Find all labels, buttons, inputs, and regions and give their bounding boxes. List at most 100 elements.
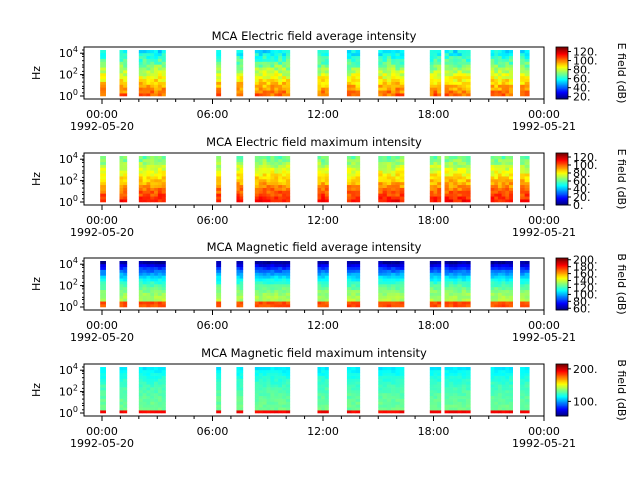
spectrogram-cell: [317, 161, 322, 165]
spectrogram-cell: [150, 170, 155, 174]
spectrogram-cell: [505, 81, 510, 85]
spectrogram-cell: [433, 292, 438, 296]
spectrogram-cell: [119, 193, 124, 197]
spectrogram-cell: [351, 176, 356, 180]
spectrogram-cell: [395, 298, 401, 302]
spectrogram-cell: [457, 70, 463, 74]
spectrogram-cell: [100, 87, 106, 91]
spectrogram-cell: [448, 266, 454, 270]
spectrogram-cell: [317, 90, 322, 94]
spectrogram-cell: [100, 67, 106, 71]
spectrogram-cell: [433, 156, 438, 160]
spectrogram-cell: [386, 278, 392, 282]
spectrogram-cell: [497, 369, 502, 374]
spectrogram-cell: [161, 367, 166, 371]
colorbar-cell: [556, 377, 568, 379]
spectrogram-cell: [466, 381, 471, 385]
spectrogram-cell: [395, 381, 401, 385]
spectrogram-cell: [161, 395, 166, 399]
spectrogram-cell: [123, 263, 128, 268]
spectrogram-cell: [321, 378, 326, 382]
colorbar-cell: [556, 154, 568, 156]
spectrogram-cell: [382, 167, 388, 171]
spectrogram-cell: [258, 398, 263, 402]
spectrogram-cell: [501, 292, 506, 296]
spectrogram-cell: [154, 70, 159, 74]
spectrogram-cell: [216, 90, 222, 94]
spectrogram-cell: [391, 156, 396, 160]
spectrogram-cell: [239, 266, 244, 270]
spectrogram-cell: [433, 395, 438, 399]
spectrogram-cell: [161, 184, 166, 188]
spectrogram-cell: [444, 281, 450, 285]
spectrogram-cell: [100, 52, 106, 57]
x-tick-date-label: 1992-05-21: [512, 437, 576, 450]
spectrogram-cell: [150, 278, 155, 282]
colorbar-cell: [556, 294, 568, 297]
spectrogram-cell: [216, 158, 222, 163]
spectrogram-cell: [461, 158, 467, 163]
spectrogram-cell: [351, 184, 356, 188]
spectrogram-cell: [324, 263, 329, 268]
spectrogram-cell: [437, 375, 442, 379]
spectrogram-cell: [382, 181, 388, 186]
spectrogram-cell: [285, 78, 291, 82]
spectrogram-cell: [429, 395, 434, 399]
spectrogram-cell: [433, 67, 438, 71]
spectrogram-cell: [509, 90, 513, 94]
spectrogram-cell: [119, 261, 124, 265]
spectrogram-cell: [378, 372, 383, 376]
spectrogram-cell: [494, 410, 499, 414]
spectrogram-cell: [282, 284, 287, 288]
spectrogram-cell: [433, 272, 438, 276]
spectrogram-cell: [509, 184, 513, 188]
spectrogram-cell: [497, 167, 502, 171]
spectrogram-cell: [520, 404, 525, 408]
spectrogram-cell: [429, 50, 434, 54]
spectrogram-cell: [278, 395, 283, 399]
spectrogram-cell: [266, 93, 271, 97]
spectrogram-cell: [119, 73, 124, 77]
spectrogram-cell: [509, 167, 513, 171]
spectrogram-cell: [355, 156, 361, 160]
spectrogram-cell: [146, 261, 151, 265]
spectrogram-cell: [138, 387, 143, 391]
spectrogram-cell: [457, 392, 463, 397]
spectrogram-cell: [382, 84, 388, 88]
spectrogram-cell: [378, 407, 383, 411]
spectrogram-cell: [399, 84, 405, 88]
colorbar-cell: [556, 182, 568, 185]
spectrogram-cell: [386, 266, 392, 270]
spectrogram-cell: [497, 173, 502, 177]
spectrogram-cell: [457, 269, 463, 273]
spectrogram-cell: [100, 286, 106, 291]
spectrogram-cell: [386, 55, 392, 59]
spectrogram-cell: [321, 58, 326, 62]
spectrogram-cell: [157, 190, 163, 194]
spectrogram-cell: [254, 78, 260, 82]
spectrogram-cell: [490, 187, 495, 191]
spectrogram-cell: [146, 167, 151, 171]
spectrogram-cell: [119, 269, 124, 273]
spectrogram-cell: [391, 372, 396, 376]
spectrogram-cell: [494, 84, 499, 88]
spectrogram-cell: [355, 395, 361, 399]
spectrogram-cell: [150, 84, 155, 88]
spectrogram-cell: [258, 190, 263, 194]
spectrogram-cell: [216, 199, 222, 203]
spectrogram-cell: [119, 173, 124, 177]
spectrogram-cell: [321, 387, 326, 391]
spectrogram-cell: [520, 261, 525, 265]
spectrogram-cell: [497, 407, 502, 411]
spectrogram-cell: [437, 67, 442, 71]
spectrogram-cell: [382, 395, 388, 399]
spectrogram-cell: [262, 387, 267, 391]
spectrogram-cell: [138, 199, 143, 203]
spectrogram-cell: [453, 404, 458, 408]
spectrogram-cell: [239, 184, 244, 188]
spectrogram-cell: [278, 156, 283, 160]
colorbar-cell: [556, 403, 568, 405]
spectrogram-cell: [266, 289, 271, 293]
spectrogram-cell: [444, 196, 450, 200]
panel-title: MCA Electric field maximum intensity: [206, 135, 422, 149]
